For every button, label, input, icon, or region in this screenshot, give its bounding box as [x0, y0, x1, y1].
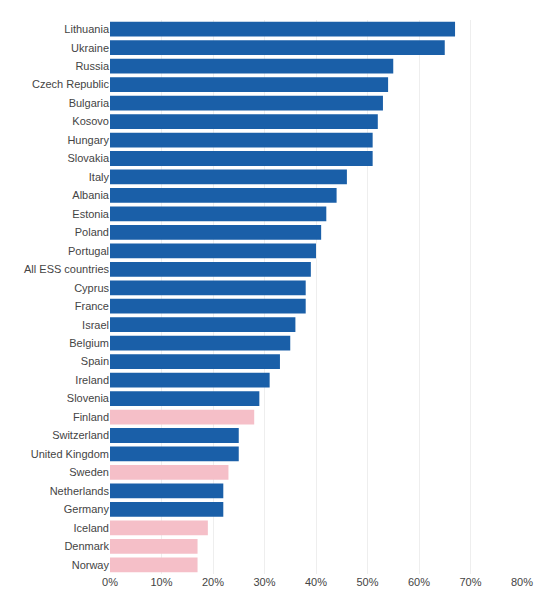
svg-text:40%: 40% — [305, 576, 327, 588]
svg-text:Denmark: Denmark — [64, 540, 109, 552]
svg-text:Belgium: Belgium — [69, 337, 109, 349]
svg-text:France: France — [75, 300, 109, 312]
svg-text:Lithuania: Lithuania — [64, 23, 110, 35]
svg-text:80%: 80% — [511, 576, 533, 588]
svg-text:Ireland: Ireland — [75, 374, 109, 386]
svg-text:Portugal: Portugal — [68, 245, 109, 257]
svg-text:10%: 10% — [150, 576, 172, 588]
svg-text:Bulgaria: Bulgaria — [69, 97, 110, 109]
svg-text:50%: 50% — [356, 576, 378, 588]
svg-text:Russia: Russia — [75, 60, 110, 72]
svg-text:Poland: Poland — [75, 226, 109, 238]
svg-text:Israel: Israel — [82, 319, 109, 331]
svg-text:0%: 0% — [102, 576, 118, 588]
svg-text:Hungary: Hungary — [67, 134, 109, 146]
svg-text:Czech Republic: Czech Republic — [32, 78, 110, 90]
svg-text:70%: 70% — [459, 576, 481, 588]
svg-text:Netherlands: Netherlands — [50, 485, 110, 497]
svg-text:Albania: Albania — [72, 189, 110, 201]
svg-text:Slovenia: Slovenia — [67, 392, 110, 404]
svg-text:Switzerland: Switzerland — [52, 429, 109, 441]
svg-text:Sweden: Sweden — [69, 466, 109, 478]
svg-text:60%: 60% — [408, 576, 430, 588]
svg-text:Germany: Germany — [64, 503, 110, 515]
svg-text:Spain: Spain — [81, 355, 109, 367]
svg-text:Kosovo: Kosovo — [72, 115, 109, 127]
svg-text:Slovakia: Slovakia — [67, 152, 109, 164]
svg-text:Estonia: Estonia — [72, 208, 110, 220]
svg-text:Norway: Norway — [72, 559, 110, 571]
svg-text:United Kingdom: United Kingdom — [31, 448, 109, 460]
svg-text:Italy: Italy — [89, 171, 110, 183]
svg-text:All ESS countries: All ESS countries — [24, 263, 109, 275]
svg-text:Cyprus: Cyprus — [74, 282, 109, 294]
svg-text:Finland: Finland — [73, 411, 109, 423]
svg-text:30%: 30% — [253, 576, 275, 588]
svg-text:Iceland: Iceland — [74, 522, 109, 534]
svg-text:20%: 20% — [202, 576, 224, 588]
svg-text:Ukraine: Ukraine — [71, 42, 109, 54]
